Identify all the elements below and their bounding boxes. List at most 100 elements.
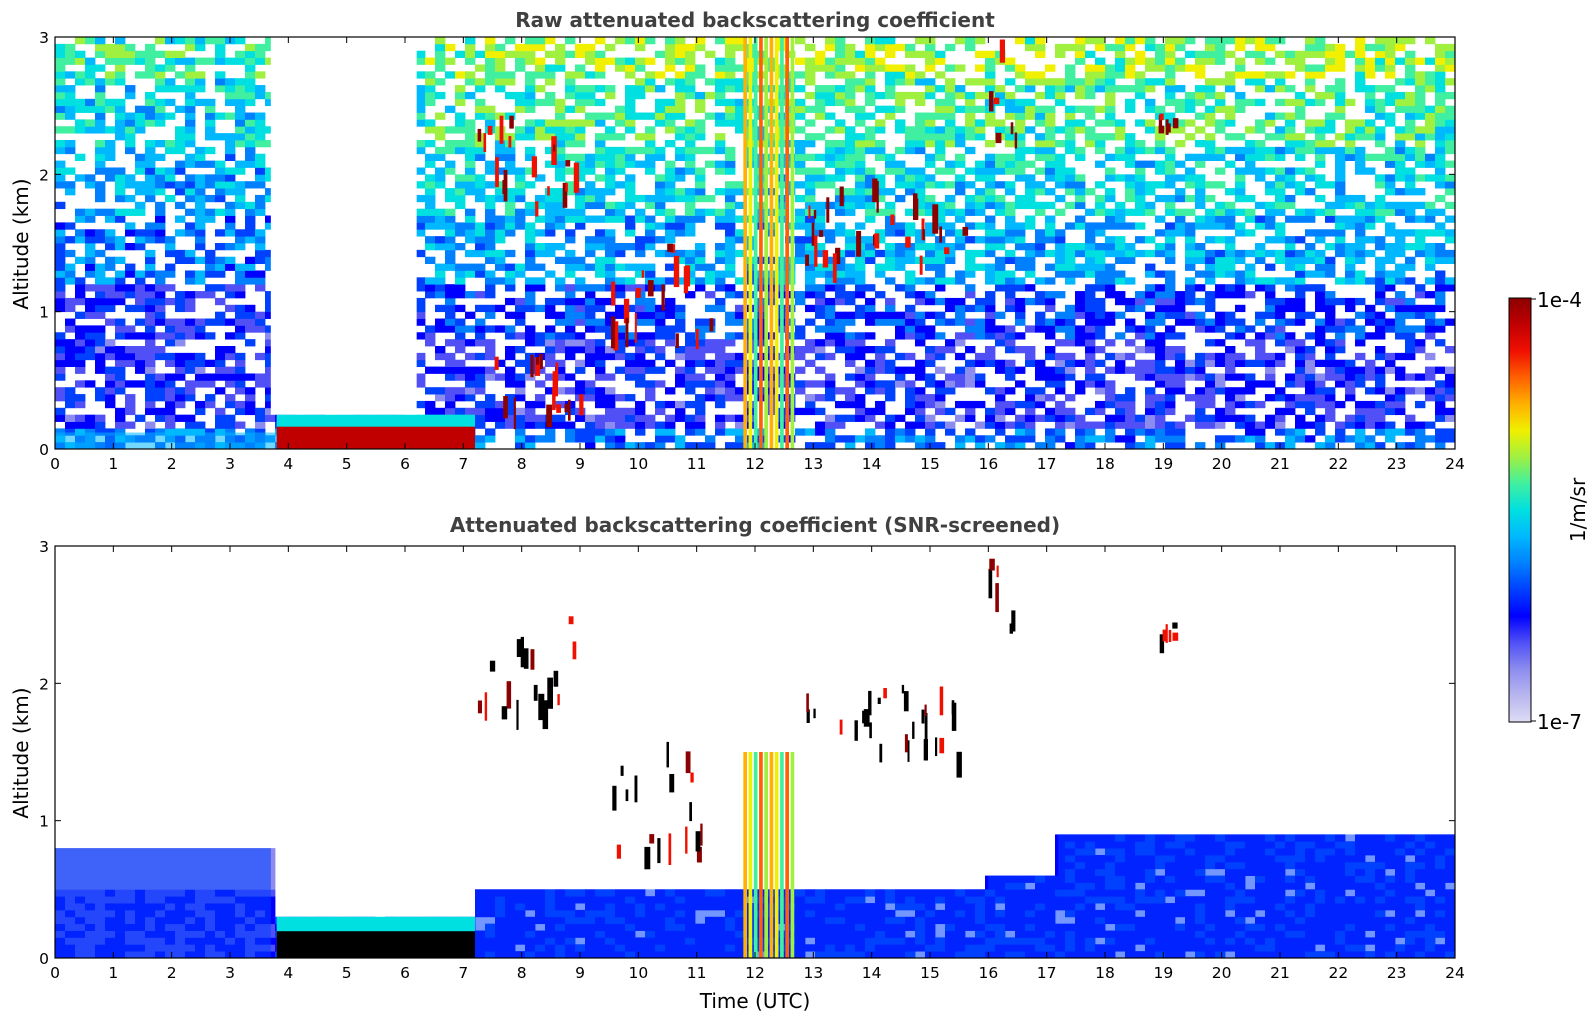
heatmap-cell: [535, 98, 546, 107]
heatmap-cell: [635, 380, 646, 388]
heatmap-cell: [1295, 435, 1306, 443]
heatmap-cell: [515, 188, 526, 196]
heatmap-cell: [1145, 105, 1156, 113]
heatmap-cell: [1395, 236, 1406, 244]
heatmap-cell: [1065, 318, 1076, 326]
heatmap-cell: [1045, 133, 1056, 141]
heatmap-cell: [1325, 85, 1336, 93]
heatmap-cell: [1095, 194, 1106, 203]
heatmap-cell: [635, 304, 646, 313]
heatmap-cell: [1115, 332, 1126, 340]
heatmap-cell: [1415, 201, 1426, 210]
heatmap-cell: [735, 249, 746, 258]
heatmap-cell: [675, 249, 686, 258]
heatmap-cell: [115, 43, 126, 52]
heatmap-cell: [925, 352, 936, 361]
heatmap-cell: [215, 57, 226, 65]
heatmap-cell: [915, 387, 926, 395]
heatmap-cell: [935, 98, 946, 107]
heatmap-cell: [1095, 373, 1106, 381]
heatmap-cell: [645, 311, 656, 319]
heatmap-cell: [1075, 126, 1086, 134]
heatmap-cell: [885, 394, 896, 402]
heatmap-cell: [55, 373, 66, 381]
heatmap-cell: [1085, 332, 1096, 340]
heatmap-cell: [445, 407, 456, 416]
heatmap-cell: [825, 71, 836, 79]
heatmap-cell: [495, 64, 506, 72]
heatmap-cell: [1075, 435, 1086, 443]
heatmap-cell: [1425, 304, 1436, 313]
heatmap-cell: [135, 318, 146, 326]
heatmap-cell: [795, 57, 806, 65]
heatmap-cell: [855, 188, 866, 196]
heatmap-cell: [495, 43, 506, 52]
heatmap-cell: [845, 400, 856, 409]
heatmap-cell: [1155, 57, 1166, 65]
heatmap-cell: [1425, 160, 1436, 168]
heatmap-cell: [825, 201, 836, 210]
heatmap-cell: [215, 270, 226, 278]
heatmap-cell: [865, 332, 876, 340]
heatmap-cell: [895, 435, 906, 443]
heatmap-cell: [195, 256, 206, 264]
heatmap-cell: [925, 119, 936, 127]
heatmap-cell: [955, 414, 966, 422]
heatmap-cell: [75, 256, 86, 264]
heatmap-cell: [125, 407, 136, 416]
heatmap-cell: [485, 284, 496, 292]
heatmap-cell: [1365, 442, 1376, 450]
heatmap-cell: [1415, 153, 1426, 161]
heatmap-cell: [235, 50, 246, 58]
heatmap-cell: [1245, 167, 1256, 175]
heatmap-cell: [1035, 119, 1046, 127]
heatmap-cell: [1215, 146, 1226, 155]
heatmap-cell: [1395, 428, 1406, 436]
heatmap-cell: [1255, 119, 1266, 127]
heatmap-cell: [1335, 153, 1346, 161]
heatmap-cell: [1045, 304, 1056, 313]
heatmap-cell: [145, 153, 156, 161]
heatmap-cell: [135, 160, 146, 168]
heatmap-cell: [1285, 318, 1296, 326]
heatmap-cell: [1435, 78, 1446, 86]
heatmap-cell: [945, 140, 956, 148]
heatmap-cell: [725, 119, 736, 127]
heatmap-cell: [1035, 297, 1046, 306]
heatmap-cell: [845, 277, 856, 285]
heatmap-cell: [115, 64, 126, 72]
heatmap-cell: [1315, 304, 1326, 313]
heatmap-cell: [685, 428, 696, 436]
heatmap-cell: [245, 181, 256, 189]
heatmap-cell: [625, 126, 636, 134]
heatmap-cell: [235, 160, 246, 168]
heatmap-cell: [1235, 188, 1246, 196]
heatmap-cell: [855, 119, 866, 127]
heatmap-cell: [885, 188, 896, 196]
heatmap-cell: [1085, 126, 1096, 134]
heatmap-cell: [625, 188, 636, 196]
heatmap-cell: [65, 421, 76, 429]
heatmap-cell: [235, 407, 246, 416]
heatmap-cell: [1225, 208, 1236, 216]
heatmap-cell: [805, 188, 816, 196]
heatmap-cell: [1265, 263, 1276, 271]
heatmap-cell: [1065, 407, 1076, 416]
heatmap-cell: [1165, 407, 1176, 416]
heatmap-cell: [1025, 435, 1036, 443]
heatmap-cell: [1255, 277, 1266, 285]
heatmap-cell: [675, 153, 686, 161]
heatmap-cell: [155, 208, 166, 216]
heatmap-cell: [145, 373, 156, 381]
heatmap-cell: [475, 229, 486, 237]
heatmap-cell: [1415, 311, 1426, 319]
heatmap-cell: [535, 174, 546, 182]
heatmap-cell: [1385, 112, 1396, 120]
heatmap-cell: [445, 325, 456, 333]
heatmap-cell: [1335, 380, 1346, 388]
heatmap-cell: [1355, 414, 1366, 422]
heatmap-cell: [1165, 50, 1176, 58]
heatmap-cell: [575, 256, 586, 264]
heatmap-cell: [1185, 37, 1196, 45]
heatmap-cell: [495, 407, 506, 416]
